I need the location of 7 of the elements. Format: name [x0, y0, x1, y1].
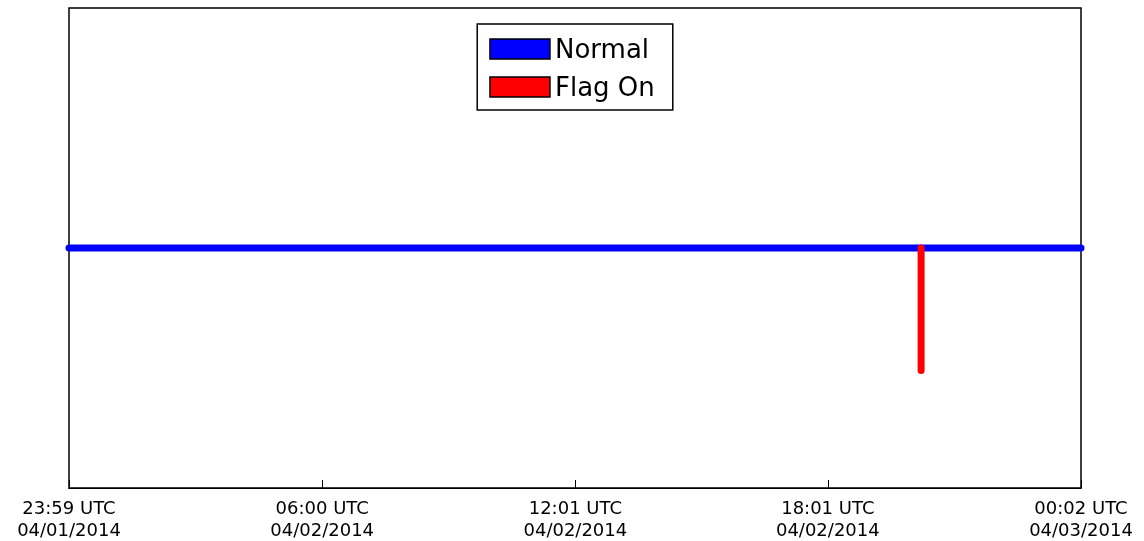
- x-tick-label: 00:02 UTC 04/03/2014: [1029, 496, 1133, 540]
- x-tick-label: 12:01 UTC 04/02/2014: [523, 496, 628, 540]
- x-tick-label: 06:00 UTC 04/02/2014: [270, 496, 375, 540]
- x-tick-label: 18:01 UTC 04/02/2014: [775, 496, 880, 540]
- x-tick-label: 23:59 UTC 04/01/2014: [17, 496, 121, 540]
- legend-label: Flag On: [554, 72, 655, 102]
- legend-label: Normal: [554, 34, 650, 64]
